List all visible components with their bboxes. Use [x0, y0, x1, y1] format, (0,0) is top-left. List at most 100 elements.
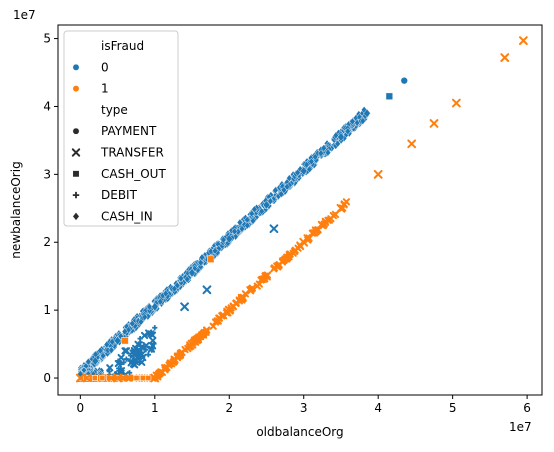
legend-marker-cash_in: [72, 212, 80, 221]
point-bg: [152, 325, 158, 331]
point-bg: [122, 347, 131, 355]
point-bg: [147, 330, 155, 338]
data-point: [262, 200, 271, 210]
point-bg: [140, 344, 146, 350]
point-bg: [305, 235, 313, 243]
dense-point-bands: [76, 106, 370, 382]
point-bg: [236, 218, 243, 227]
point-bg: [162, 289, 169, 298]
point-bg: [129, 319, 136, 328]
point-bg: [147, 345, 156, 353]
y-tick-label: 0: [43, 371, 51, 385]
legend-title: isFraud: [101, 39, 144, 53]
data-point: [188, 268, 196, 278]
point-bg: [235, 297, 243, 305]
point-bg: [247, 285, 256, 293]
point-bg: [106, 368, 112, 374]
data-point: [400, 77, 408, 85]
point-bg: [272, 186, 279, 195]
point-bg: [197, 258, 204, 267]
data-point: [363, 108, 371, 118]
x-offset-label: 1e7: [509, 420, 532, 434]
point-bg: [220, 236, 227, 244]
legend-marker-1: [72, 85, 80, 93]
data-point: [385, 92, 394, 100]
point-bg: [121, 359, 127, 366]
data-point: [300, 166, 308, 176]
point-bg: [303, 160, 310, 169]
point-bg: [99, 375, 106, 381]
point-bg: [213, 317, 221, 325]
data-point: [518, 36, 528, 46]
data-point: [152, 371, 162, 381]
point-bg: [244, 221, 251, 230]
point-bg: [192, 338, 200, 346]
legend-box: [63, 30, 179, 227]
point-bg: [286, 250, 294, 258]
point-bg: [211, 246, 219, 255]
y-tick-label: 1: [43, 303, 51, 317]
point-bg: [129, 347, 135, 354]
point-bg: [123, 356, 129, 362]
y-offset-label: 1e7: [13, 8, 36, 22]
point-bg: [146, 306, 153, 315]
point-bg: [177, 274, 185, 283]
point-bg: [349, 117, 356, 126]
legend-marker-cash_out: [72, 170, 80, 178]
legend-label: 1: [101, 82, 109, 96]
point-bg: [133, 375, 140, 381]
point-bg: [359, 117, 366, 125]
data-point: [180, 302, 189, 312]
data-point: [202, 285, 212, 295]
point-bg: [141, 313, 148, 321]
point-bg: [149, 336, 157, 345]
point-bg: [306, 165, 313, 174]
data-point: [225, 234, 233, 244]
point-bg: [258, 207, 265, 216]
point-bg: [253, 282, 261, 290]
point-bg: [103, 340, 110, 349]
point-bg: [290, 247, 299, 256]
x-axis-label: oldbalanceOrg: [256, 425, 343, 439]
point-bg: [145, 352, 151, 358]
data-point: [187, 339, 197, 349]
point-bg: [344, 127, 351, 136]
point-bg: [140, 331, 149, 340]
point-bg: [312, 153, 319, 161]
point-bg: [331, 210, 340, 219]
point-bg: [231, 227, 238, 236]
data-point: [337, 132, 345, 142]
point-bg: [140, 375, 146, 381]
point-bg: [278, 190, 285, 198]
y-tick-label: 2: [43, 235, 51, 249]
data-point: [151, 302, 159, 312]
point-bg: [319, 222, 327, 230]
data-point: [373, 169, 383, 179]
point-bg: [232, 232, 239, 241]
point-bg: [117, 332, 124, 341]
point-bg: [117, 353, 125, 362]
point-bg: [158, 368, 167, 376]
point-bg: [127, 358, 133, 364]
data-point: [407, 139, 417, 149]
x-tick-label: 6: [523, 401, 531, 415]
point-bg: [125, 374, 134, 382]
point-bg: [249, 217, 257, 225]
point-bg: [320, 144, 327, 152]
data-point: [121, 337, 129, 345]
legend-title: type: [101, 103, 128, 117]
data-point: [269, 224, 279, 234]
point-bg: [294, 168, 301, 177]
data-marks: [75, 36, 528, 383]
point-bg: [81, 366, 87, 374]
x-tick-label: 4: [374, 401, 382, 415]
point-bg: [85, 357, 92, 366]
point-bg: [145, 375, 152, 381]
point-bg: [317, 149, 324, 158]
data-point: [262, 271, 271, 281]
legend-marker-transfer: [71, 148, 81, 157]
point-bg: [280, 186, 287, 194]
point-bg: [171, 284, 178, 293]
point-bg: [91, 375, 98, 381]
